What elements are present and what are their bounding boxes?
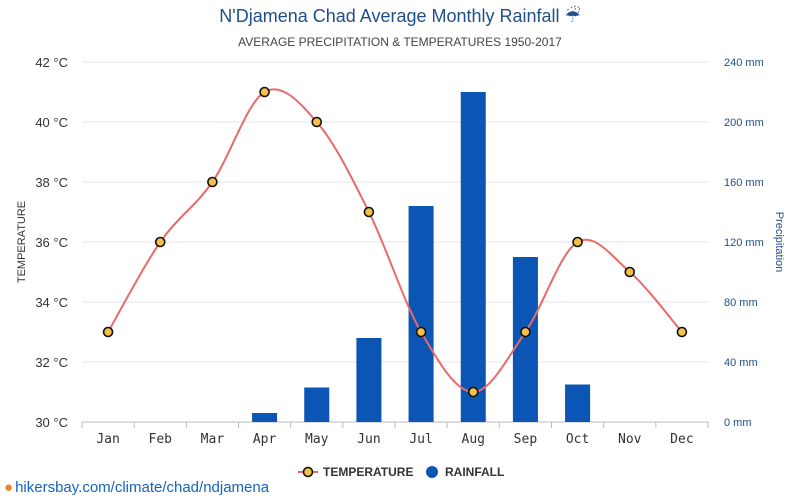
- temperature-point: [311, 116, 323, 128]
- right-tick-label: 120 mm: [724, 237, 764, 249]
- y-axis-title: TEMPERATURE: [16, 201, 28, 283]
- temperature-point: [415, 326, 427, 338]
- temperature-point: [676, 326, 688, 338]
- rainfall-bar: [512, 257, 538, 422]
- x-tick-label: Dec: [670, 432, 693, 447]
- x-tick-label: Feb: [149, 432, 173, 447]
- right-tick-label: 160 mm: [724, 177, 764, 189]
- left-tick-label: 34 °C: [35, 295, 68, 310]
- rainfall-bar: [252, 413, 278, 422]
- temperature-point: [363, 206, 375, 218]
- rainfall-bar: [356, 338, 382, 422]
- rainfall-bar: [304, 387, 330, 422]
- temperature-point: [259, 86, 270, 98]
- left-tick-label: 42 °C: [35, 55, 68, 70]
- temperature-point: [467, 386, 479, 398]
- left-tick-label: 40 °C: [35, 115, 68, 130]
- chart-title: N'Djamena Chad Average Monthly Rainfall …: [0, 6, 800, 27]
- temperature-point: [572, 236, 583, 248]
- source-text: hikersbay.com/climate/chad/ndjamena: [15, 479, 270, 496]
- legend-rainfall-marker: [426, 466, 438, 478]
- chart-title-text: N'Djamena Chad Average Monthly Rainfall: [219, 6, 560, 26]
- x-tick-label: Sep: [514, 432, 538, 447]
- temperature-point: [102, 326, 114, 338]
- right-tick-label: 240 mm: [724, 57, 764, 69]
- temperature-line: [107, 88, 683, 394]
- x-tick-label: May: [305, 432, 329, 447]
- x-tick-label: Nov: [618, 432, 642, 447]
- left-tick-label: 32 °C: [35, 355, 68, 370]
- legend-temperature-label: TEMPERATURE: [323, 465, 413, 479]
- left-tick-label: 38 °C: [35, 175, 68, 190]
- x-tick-label: Jul: [409, 432, 432, 447]
- x-tick-label: Oct: [566, 432, 589, 447]
- left-tick-label: 36 °C: [35, 235, 68, 250]
- x-tick-label: Apr: [253, 432, 277, 447]
- temperature-point: [624, 266, 636, 278]
- right-tick-label: 0 mm: [724, 417, 752, 429]
- chart-subtitle: AVERAGE PRECIPITATION & TEMPERATURES 195…: [238, 35, 562, 49]
- x-tick-label: Mar: [201, 432, 225, 447]
- temperature-point: [207, 176, 218, 188]
- rainfall-bar: [460, 92, 486, 422]
- right-tick-label: 80 mm: [724, 297, 758, 309]
- temperature-point: [154, 236, 166, 248]
- legend-rainfall-label: RAINFALL: [445, 465, 504, 479]
- rainfall-bar: [565, 384, 591, 422]
- x-tick-label: Jan: [96, 432, 119, 447]
- x-tick-label: Jun: [357, 432, 380, 447]
- x-tick-label: Aug: [462, 432, 485, 447]
- source-link[interactable]: ● hikersbay.com/climate/chad/ndjamena: [4, 479, 269, 496]
- right-tick-label: 40 mm: [724, 357, 758, 369]
- right-tick-label: 200 mm: [724, 117, 764, 129]
- legend-temperature-marker: [302, 466, 314, 478]
- left-tick-label: 30 °C: [35, 415, 68, 430]
- y2-axis-title: Precipitation: [773, 212, 785, 273]
- umbrella-icon: ☔: [564, 6, 581, 26]
- map-pin-icon: ●: [4, 479, 14, 496]
- temperature-point: [520, 326, 531, 338]
